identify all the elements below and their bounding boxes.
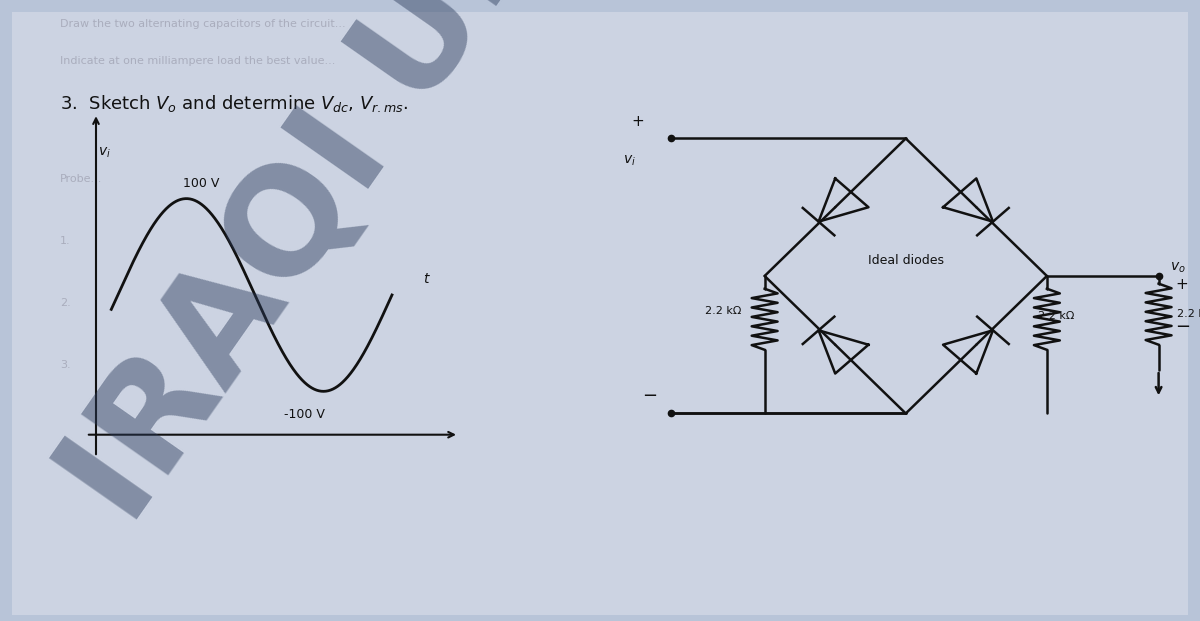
Text: 3.: 3. bbox=[60, 360, 71, 370]
Text: +: + bbox=[1175, 277, 1188, 292]
Text: IRAQI UNIVER: IRAQI UNIVER bbox=[38, 0, 802, 546]
Text: 1.: 1. bbox=[60, 236, 71, 246]
Text: −: − bbox=[642, 387, 658, 405]
Text: Probe...: Probe... bbox=[60, 174, 102, 184]
Text: −: − bbox=[1175, 318, 1190, 336]
Text: +: + bbox=[632, 114, 644, 129]
Text: 2.2 kΩ: 2.2 kΩ bbox=[706, 306, 742, 316]
Text: 3.  Sketch $V_o$ and determine $V_{dc}$, $V_{r.ms}$.: 3. Sketch $V_o$ and determine $V_{dc}$, … bbox=[60, 93, 408, 114]
Text: $v_i$: $v_i$ bbox=[623, 154, 636, 168]
Text: $v_o$: $v_o$ bbox=[1170, 261, 1186, 275]
Text: 100 V: 100 V bbox=[184, 177, 220, 190]
Text: t: t bbox=[424, 273, 428, 286]
Text: Indicate at one milliampere load the best value...: Indicate at one milliampere load the bes… bbox=[60, 56, 335, 66]
Text: -100 V: -100 V bbox=[283, 409, 324, 421]
Text: $v_i$: $v_i$ bbox=[98, 145, 112, 160]
Text: Ideal diodes: Ideal diodes bbox=[868, 254, 943, 267]
Text: 2.: 2. bbox=[60, 298, 71, 308]
Text: Draw the two alternating capacitors of the circuit...: Draw the two alternating capacitors of t… bbox=[60, 19, 346, 29]
Text: 2.2 kΩ: 2.2 kΩ bbox=[1177, 309, 1200, 319]
Text: 2.2 kΩ: 2.2 kΩ bbox=[1038, 311, 1074, 321]
